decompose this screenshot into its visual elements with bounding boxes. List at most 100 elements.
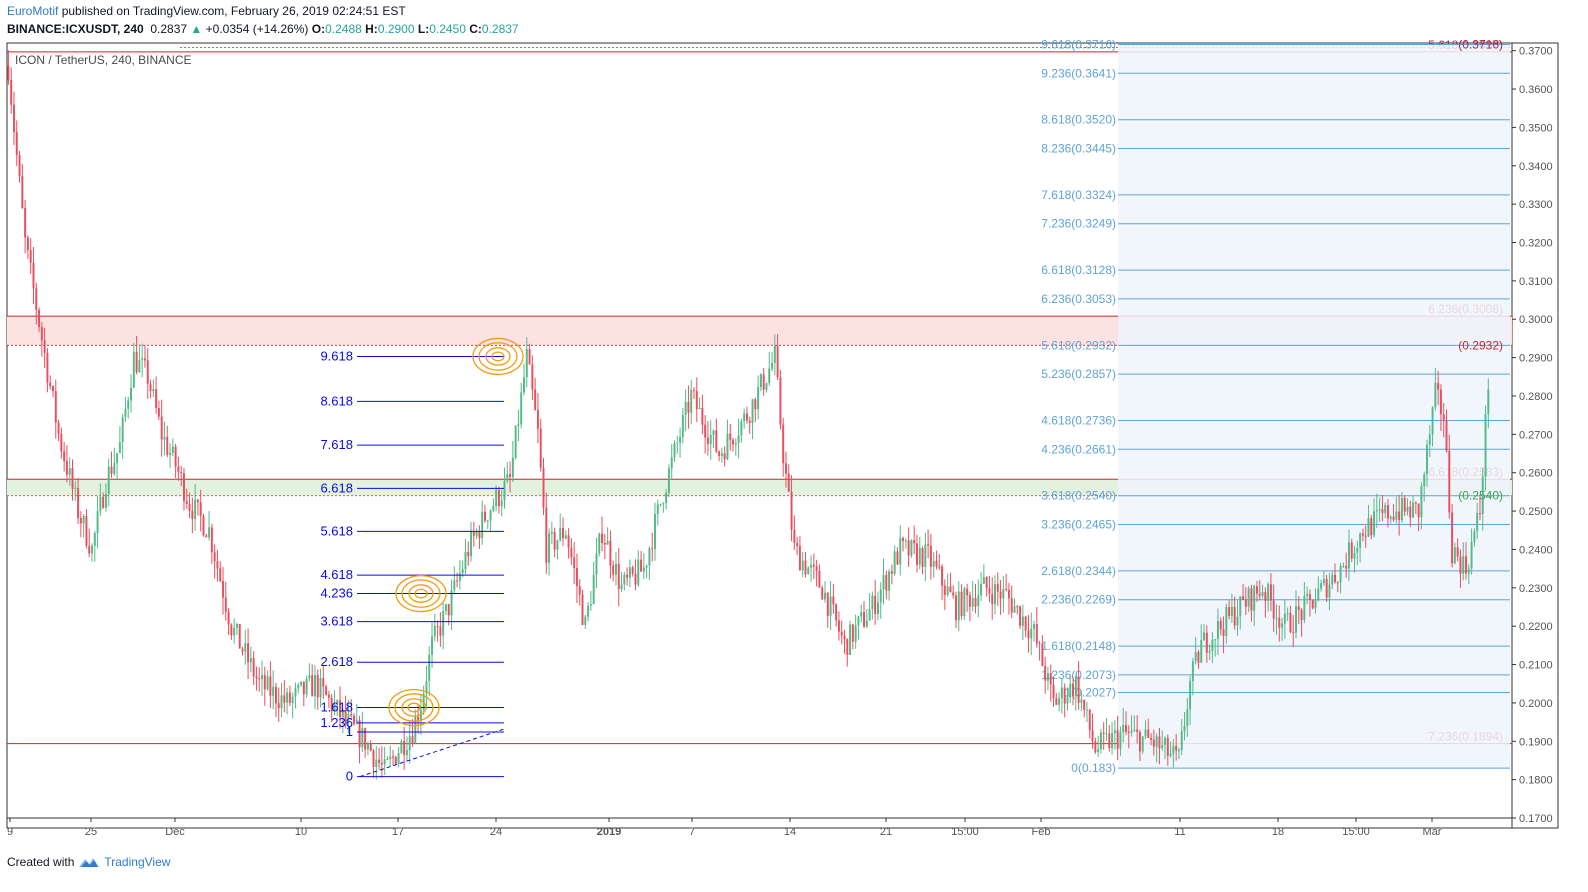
candle-body — [141, 358, 144, 361]
close-value: 0.2837 — [481, 22, 519, 36]
candle-body — [361, 728, 364, 748]
candle-body — [662, 503, 665, 505]
candle-body — [514, 425, 517, 458]
candle-body — [180, 472, 183, 474]
candle-body — [1150, 737, 1153, 740]
target-circle — [491, 351, 505, 362]
fib-right-label: 0(0.183) — [1071, 761, 1116, 775]
candle-body — [1481, 476, 1484, 514]
candle-body — [1364, 535, 1367, 537]
candle-body — [322, 678, 325, 687]
candle-body — [1172, 745, 1175, 754]
candle-body — [888, 571, 891, 591]
candle-body — [77, 487, 80, 518]
candle-body — [1063, 687, 1066, 704]
candle-body — [118, 442, 121, 454]
candle-body — [1046, 673, 1049, 681]
candle-body — [46, 352, 49, 383]
target-circle — [478, 342, 518, 371]
author-link[interactable]: EuroMotif — [7, 4, 59, 18]
candle-body — [994, 584, 996, 605]
candle-body — [392, 756, 394, 758]
candle-body — [748, 420, 751, 424]
candle-body — [1077, 676, 1080, 703]
candle-body — [1297, 606, 1300, 611]
candle-body — [1428, 434, 1431, 445]
candle-body — [458, 573, 461, 581]
target-circle — [394, 693, 434, 722]
candle-body — [252, 658, 255, 677]
candle-body — [1200, 640, 1203, 663]
candle-body — [138, 360, 141, 373]
candle-body — [863, 612, 865, 627]
candle-body — [740, 421, 743, 436]
candle-body — [436, 625, 439, 627]
candle-body — [1097, 749, 1100, 753]
fib-left-label: 1 — [346, 724, 353, 739]
candle-body — [531, 364, 534, 390]
candle-body — [562, 527, 564, 539]
candle-body — [60, 433, 63, 452]
candle-body — [1175, 745, 1178, 751]
candle-body — [801, 560, 804, 571]
candle-body — [771, 362, 774, 369]
candle-body — [21, 176, 24, 208]
candle-body — [536, 409, 539, 429]
candle-body — [874, 595, 877, 615]
candle-body — [754, 399, 757, 410]
price-tag: (0.2540) — [1458, 489, 1503, 503]
candle-body — [35, 288, 38, 310]
tradingview-link[interactable]: TradingView — [104, 855, 171, 869]
candle-body — [191, 510, 194, 519]
candle-body — [528, 348, 531, 365]
candle-body — [921, 548, 924, 568]
candle-body — [1359, 533, 1362, 548]
candle-body — [1205, 632, 1208, 653]
candle-body — [428, 654, 431, 681]
x-tick-label: 25 — [85, 826, 97, 838]
candle-body — [272, 686, 275, 696]
x-tick-label: 15:00 — [1342, 826, 1370, 838]
candle-body — [718, 451, 721, 456]
candle-body — [364, 728, 367, 750]
candle-body — [1069, 683, 1072, 698]
candle-body — [776, 346, 779, 378]
candle-body — [300, 681, 303, 685]
candle-body — [676, 442, 679, 444]
candle-body — [876, 602, 879, 615]
candle-body — [266, 676, 269, 690]
candle-body — [1116, 730, 1119, 749]
candle-body — [40, 327, 43, 341]
candle-body — [29, 249, 32, 263]
candle-body — [701, 407, 704, 425]
x-tick-label: Dec — [165, 826, 185, 838]
candle-body — [656, 504, 659, 515]
candle-body — [1019, 606, 1022, 626]
candle-body — [609, 540, 612, 566]
candle-body — [1392, 516, 1395, 520]
candle-body — [854, 625, 857, 642]
fib-left-label: 1.618 — [320, 700, 353, 715]
candle-body — [1275, 617, 1278, 619]
candle-body — [1111, 733, 1114, 749]
candle-body — [358, 720, 361, 748]
candle-body — [1331, 574, 1334, 585]
publish-text: published on TradingView.com, February 2… — [61, 4, 406, 18]
candle-body — [812, 564, 815, 567]
candle-body — [796, 542, 799, 546]
candle-body — [68, 468, 71, 475]
candle-body — [670, 457, 673, 469]
candle-body — [1350, 542, 1353, 559]
candle-body — [369, 744, 372, 751]
candle-body — [1361, 533, 1364, 536]
candle-body — [564, 535, 567, 539]
candle-body — [330, 697, 333, 712]
candle-body — [1083, 699, 1086, 710]
candle-body — [277, 703, 280, 709]
candle-body — [486, 520, 489, 522]
candle-body — [316, 675, 319, 698]
candle-body — [745, 413, 748, 421]
chart-frame — [6, 42, 1559, 829]
candle-body — [386, 758, 389, 760]
